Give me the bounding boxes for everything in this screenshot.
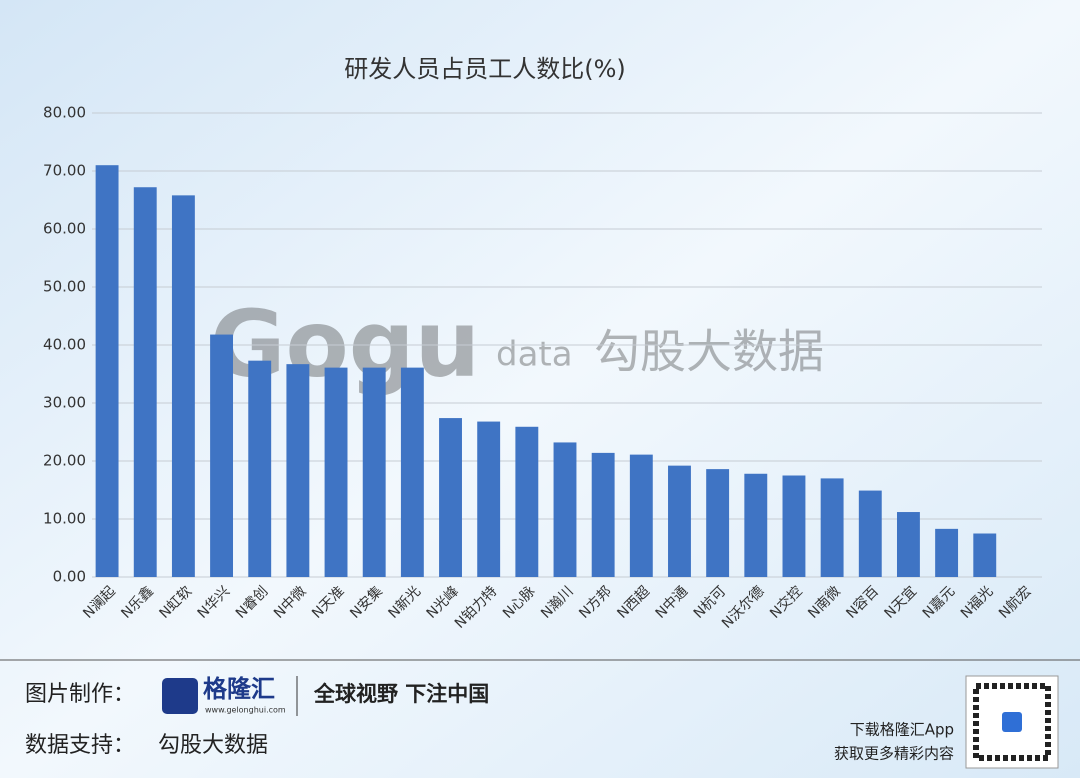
footer-slogan: 全球视野 下注中国	[313, 682, 489, 706]
bar	[362, 367, 386, 577]
y-tick-label: 70.00	[43, 162, 86, 180]
bar	[591, 452, 615, 577]
y-tick-label: 20.00	[43, 452, 86, 470]
footer-data-source: 勾股大数据	[158, 733, 268, 758]
footer-made-label: 图片制作：	[25, 682, 135, 707]
bar	[858, 490, 882, 577]
bar	[820, 478, 844, 577]
bar	[477, 421, 501, 577]
bar	[133, 187, 157, 578]
footer-brand-url: www.gelonghui.com	[205, 706, 286, 715]
bar	[95, 165, 119, 577]
y-tick-label: 60.00	[43, 220, 86, 238]
bar	[744, 473, 768, 577]
bar	[706, 469, 730, 577]
footer-app-line1: 下载格隆汇App	[850, 721, 954, 739]
y-tick-label: 30.00	[43, 394, 86, 412]
qr-logo	[1002, 712, 1022, 732]
bar	[439, 418, 462, 577]
bar	[286, 364, 310, 577]
bar	[782, 475, 806, 577]
bar	[400, 367, 424, 577]
y-tick-label: 40.00	[43, 336, 86, 354]
y-tick-label: 80.00	[43, 104, 86, 122]
footer-app-line2: 获取更多精彩内容	[834, 745, 954, 763]
bar	[210, 334, 234, 577]
y-tick-label: 10.00	[43, 510, 86, 528]
bar	[935, 528, 959, 577]
bar	[248, 360, 272, 577]
footer-brand: 格隆汇	[203, 675, 275, 703]
bar	[324, 367, 348, 577]
bar	[515, 426, 539, 577]
y-tick-label: 50.00	[43, 278, 86, 296]
bar	[896, 512, 920, 577]
brand-icon	[162, 678, 198, 714]
qr-pattern	[973, 683, 1051, 761]
y-tick-label: 0.00	[53, 568, 86, 586]
bar	[629, 454, 653, 577]
bar	[553, 442, 577, 577]
watermark-name: 勾股大数据	[594, 325, 824, 379]
bar	[973, 533, 997, 577]
chart-title: 研发人员占员工人数比(%)	[344, 55, 626, 83]
watermark-suffix: data	[496, 335, 573, 375]
bar	[171, 195, 195, 578]
bar	[668, 465, 691, 577]
footer-data-label: 数据支持：	[25, 733, 135, 758]
